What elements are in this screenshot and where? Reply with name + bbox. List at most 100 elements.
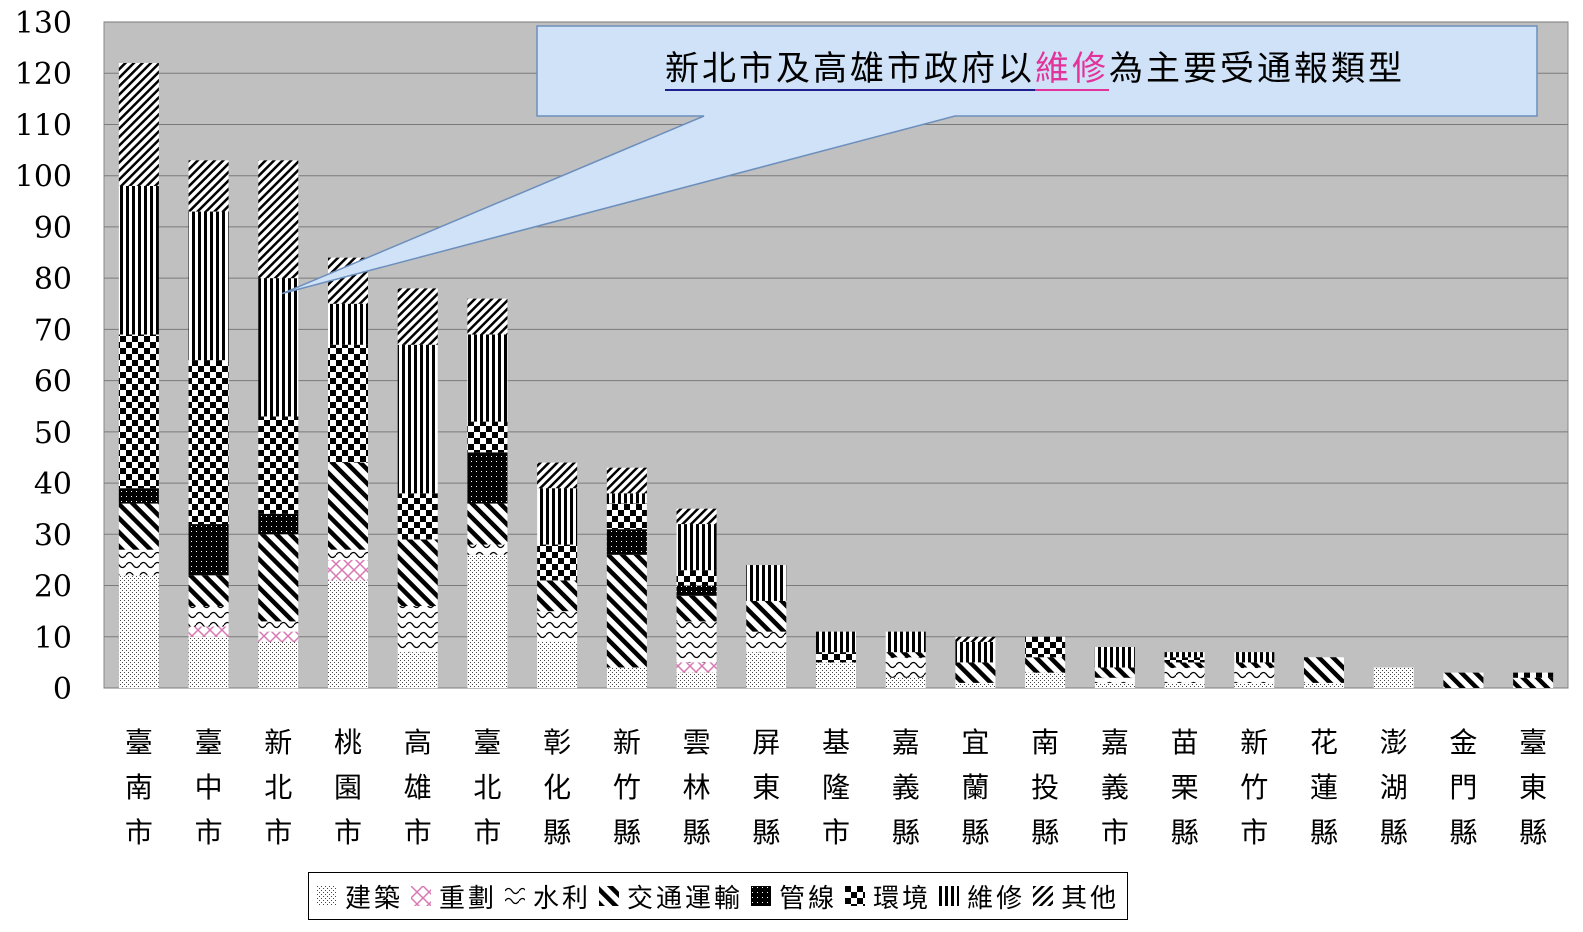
bar-segment [537,580,578,612]
legend-swatch [599,886,620,906]
y-tick-label: 10 [34,621,72,656]
y-axis: 0 10 20 30 40 50 60 70 80 90 100 110 120 130 [15,6,72,707]
bar-segment [118,575,159,688]
bar-segment [1094,667,1135,678]
bar-segment [676,662,717,673]
y-tick-label: 130 [15,6,72,41]
bar-segment [328,559,368,581]
bar-segment [328,303,368,345]
bar-segment [816,662,856,688]
x-tick-label: 市 [125,816,153,849]
bar-segment [816,631,856,653]
x-tick-label: 市 [1101,816,1129,849]
bar-segment [188,524,229,576]
legend-swatch [1033,886,1054,906]
x-tick-label: 臺 [195,726,223,759]
y-tick-label: 30 [34,518,72,553]
x-tick-label: 北 [473,771,501,804]
x-tick-label: 高 [404,726,432,759]
bar-segment [258,278,299,417]
x-tick-label: 東 [1519,771,1547,804]
x-tick-label: 竹 [613,771,641,804]
bar-segment [606,467,647,494]
x-tick-label: 臺 [125,726,153,759]
bar-segment [955,682,996,688]
y-tick-label: 80 [34,262,72,297]
bar-segment [188,636,229,688]
bar-segment [885,657,926,678]
legend-label: 維修 [967,883,1026,914]
x-tick-label: 投 [1031,771,1059,804]
legend-item: 其他 [1033,878,1119,915]
bar-segment [885,631,926,653]
legend: 建築 重劃 水利 交通運輸 管線 環境 維修 其他 [308,872,1129,920]
x-tick-label: 市 [1240,816,1268,849]
bar-segment [1373,667,1414,688]
x-tick-label: 縣 [1449,816,1477,849]
bar-segment [1164,667,1205,683]
bar-segment [118,488,159,504]
bar-segment [467,503,508,545]
y-tick-label: 50 [34,416,72,451]
x-tick-label: 門 [1449,771,1477,804]
bar-segment [676,621,717,663]
legend-item: 交通運輸 [599,878,743,915]
bar-segment [328,580,368,688]
x-tick-label: 市 [195,816,223,849]
x-tick-label: 市 [822,816,850,849]
bar-segment [258,641,299,688]
bar-segment [467,298,508,335]
legend-swatch [505,886,526,906]
bar-segment [188,575,229,607]
bar-segment [746,652,787,688]
bar-segment [537,488,578,545]
bar-segment [118,62,159,186]
x-tick-label: 雲 [683,726,711,759]
legend-swatch [939,886,960,906]
bar-segment [676,570,717,586]
callout-text: 新北市及高雄市政府以維修為主要受通報類型 [665,49,1405,89]
x-tick-label: 縣 [1171,816,1199,849]
bar-segment [676,524,717,571]
legend-label: 交通運輸 [627,883,744,914]
y-tick-label: 0 [53,672,72,707]
x-tick-label: 澎 [1380,726,1408,759]
legend-label: 建築 [345,883,404,914]
bar-segment [537,641,578,688]
bar-segment [537,544,578,581]
x-tick-label: 東 [752,771,780,804]
bar-segment [258,534,299,622]
bar-segment [676,508,717,525]
bar-segment [885,677,926,688]
legend-label: 重劃 [439,883,498,914]
legend-item: 建築 [317,878,403,915]
bar-segment [606,554,647,668]
bar-segment [606,529,647,555]
x-tick-label: 縣 [613,816,641,849]
x-tick-label: 宜 [961,726,989,759]
bar-segment [885,652,926,658]
x-tick-label: 隆 [822,771,850,804]
bar-segment [676,585,717,596]
callout-text-before: 新北市及高雄市政府以 [665,49,1035,89]
bar-segment [258,160,299,279]
bar-segment [746,631,787,653]
bar-segment [955,662,996,683]
bar-segment [816,652,856,663]
bar-segment [118,549,159,576]
x-tick-label: 縣 [683,816,711,849]
bar-segment [118,185,159,335]
bar-segment [397,539,438,607]
bar-segment [537,462,578,489]
x-tick-label: 縣 [961,816,989,849]
x-tick-label: 市 [404,816,432,849]
y-tick-label: 120 [15,57,72,92]
bar-segment [258,631,299,642]
bar-segment [188,160,229,212]
bar-segment [397,344,438,494]
bar-segment [328,462,368,550]
x-tick-label: 新 [264,726,292,759]
bar-segment [1234,652,1275,663]
y-tick-label: 110 [15,108,72,143]
bar-segment [1025,636,1066,658]
